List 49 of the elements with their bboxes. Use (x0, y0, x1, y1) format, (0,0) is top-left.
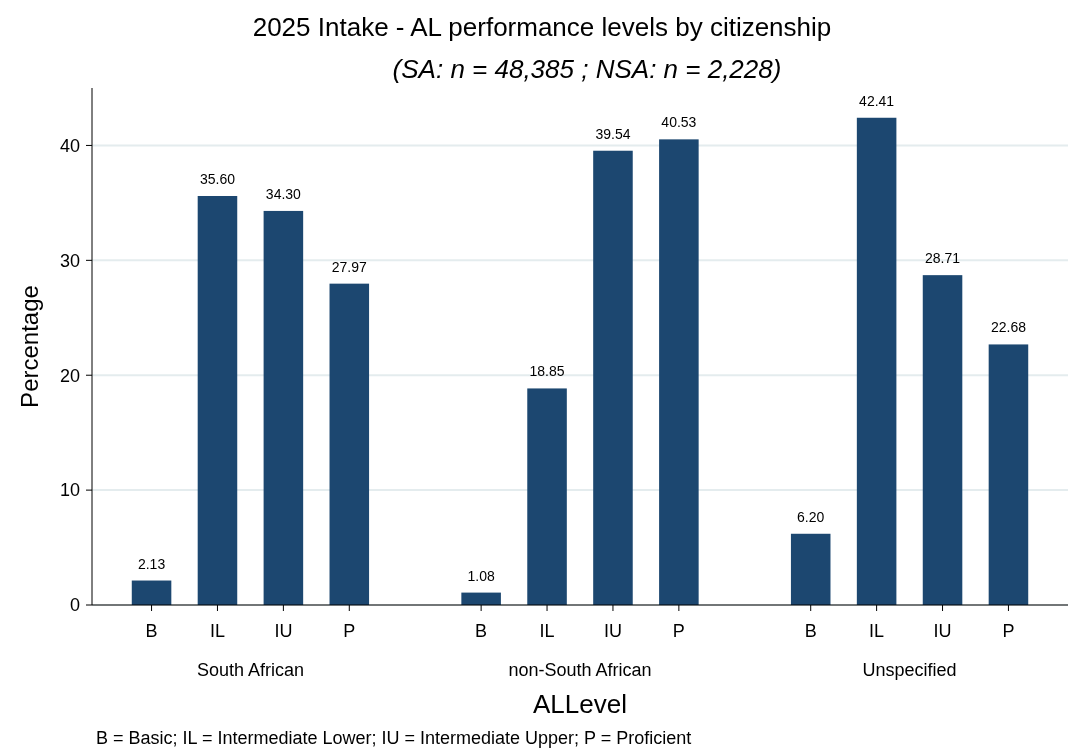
text: B = Basic; IL = Intermediate Lower; IU = Intermediate Upper; P = Proficient (96, 728, 692, 748)
data-label: 1.08 (467, 567, 495, 584)
data-label: 39.54 (595, 125, 631, 142)
x-tick-label: IU (274, 621, 293, 641)
x-tick-label: IL (539, 621, 555, 641)
bar (593, 150, 633, 605)
data-label: 27.97 (331, 258, 368, 275)
bar (922, 275, 963, 605)
x-tick-label: IL (209, 621, 225, 641)
bar (856, 117, 897, 605)
y-tick-label: 10 (59, 480, 80, 501)
x-tick-label: B (804, 621, 817, 641)
y-axis-title: Percentage (16, 285, 43, 408)
y-tick-label: 0 (69, 595, 80, 616)
data-label: 34.30 (265, 185, 302, 202)
y-tick-label: 30 (59, 250, 80, 271)
data-label: 42.41 (859, 92, 895, 109)
bar (988, 344, 1029, 605)
x-tick-label: B (145, 621, 158, 641)
x-tick-label: B (475, 621, 488, 641)
y-tick-label: 40 (59, 135, 80, 156)
bar (131, 580, 172, 605)
data-label: 6.20 (797, 508, 825, 525)
bar (263, 210, 304, 605)
text: Unspecified (862, 660, 957, 680)
y-tick-label: 20 (59, 365, 80, 386)
chart-subtitle: (SA: n = 48,385 ; NSA: n = 2,228) (392, 54, 782, 84)
x-tick-label: IU (933, 621, 952, 641)
data-label: 18.85 (529, 363, 565, 380)
data-label: 35.60 (199, 171, 236, 187)
bar (527, 388, 567, 605)
bar (197, 196, 238, 605)
x-axis-title: ALLevel (533, 689, 627, 719)
data-label: 2.13 (137, 555, 166, 572)
bar (790, 533, 831, 605)
x-tick-label: P (343, 621, 356, 641)
bar (329, 283, 370, 605)
data-label: 22.68 (990, 319, 1027, 336)
chart-title: 2025 Intake - AL performance levels by citizenship (252, 12, 832, 42)
data-label: 28.71 (925, 250, 961, 267)
x-tick-label: IU (603, 621, 622, 641)
bar (461, 592, 501, 605)
x-tick-label: P (672, 621, 685, 641)
x-tick-label: IL (869, 621, 885, 641)
text: South African (196, 660, 304, 680)
text: non-South African (508, 660, 652, 680)
data-label: 40.53 (661, 114, 697, 131)
x-tick-label: P (1002, 621, 1015, 641)
bar (659, 139, 699, 605)
